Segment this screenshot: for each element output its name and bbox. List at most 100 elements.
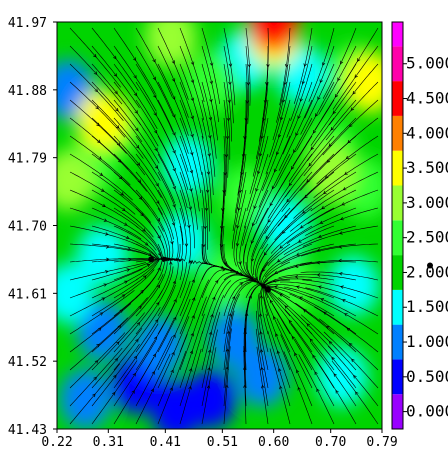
streamline-arrow [238,189,243,194]
streamline-arrow [114,90,118,95]
streamline-arrow [172,167,176,172]
streamline-arrow [239,282,244,286]
streamline-arrow [260,366,264,371]
streamline-arrow [189,188,193,192]
streamline-arrow [96,343,100,348]
streamline-arrow [140,289,144,294]
streamline-arrow [95,105,99,110]
streamline-arrow [340,60,344,65]
streamline-arrow [135,127,139,132]
streamline-arrow [355,391,359,396]
streamline-arrow [106,257,110,262]
streamline-arrow [152,76,156,81]
streamline-arrow [138,196,143,200]
field-patch [57,150,95,211]
streamline-arrow [284,305,289,309]
streamline-arrow [319,79,323,84]
streamline-arrow [250,258,255,263]
field-patch [185,368,237,429]
streamline-arrow [250,240,254,244]
streamline-arrow [321,205,325,210]
field-patch [236,346,288,407]
streamline-arrow [93,54,97,58]
streamline-arrow [171,351,175,356]
streamline-arrow [127,247,132,251]
streamline-arrow [293,149,297,154]
streamline-arrow [350,107,355,111]
streamline-arrow [150,388,154,393]
streamline-arrow [190,79,195,84]
streamline-arrow [299,98,303,102]
streamline-arrow [155,319,159,323]
streamline-arrow [112,391,116,396]
streamline-arrow [306,323,311,327]
streamline-arrow [344,171,348,175]
streamline-arrow [259,294,264,299]
colorbar-band [392,289,403,325]
colorbar-tick-label: 2.500 [406,228,448,247]
streamline-arrow [170,240,174,245]
streamline-arrow [171,222,176,226]
streamline-arrow [172,132,176,136]
streamline-arrow [190,97,195,102]
streamline-arrow [281,99,286,104]
streamline-arrow [299,225,304,229]
streamline-arrow [318,234,322,239]
streamline-arrow [172,150,176,154]
streamline-arrow [188,385,192,390]
streamline-arrow [131,390,135,394]
streamline-arrow [297,239,302,243]
streamline-arrow [294,352,298,357]
streamline-arrow [187,224,191,229]
streamline-arrow [235,242,240,247]
streamline-arrow [302,210,306,214]
colorbar-band [392,185,403,221]
streamline-arrow [330,127,335,131]
streamline-arrow [303,63,307,68]
streamline-arrow [251,222,256,227]
colorbar-tick-label: 1.000 [406,332,448,351]
x-tick-label: 0.51 [207,435,238,450]
streamline-arrow [154,165,159,170]
streamline-arrow [172,280,177,285]
streamline-arrow [299,296,303,300]
field-patch [162,135,214,196]
streamline-arrow [317,96,321,101]
streamline-arrow [296,369,300,374]
streamline-arrow [240,171,244,176]
y-tick-label: 41.88 [8,84,47,99]
streamline-arrow [238,261,242,265]
streamline-arrow [208,331,213,336]
streamline-arrow [93,376,97,381]
streamline-arrow [191,314,195,319]
streamline-arrow [99,172,104,176]
streamline-arrow [291,166,295,170]
colorbar-marker [427,262,433,269]
colorbar-frame [391,21,404,430]
streamline-arrow [338,258,342,263]
x-tick-label: 0.70 [315,435,346,450]
streamline-arrow [333,373,337,377]
streamline-arrow [135,145,140,149]
streamline-arrow [315,113,319,117]
streamline-arrow [209,98,213,103]
streamline-arrow [116,341,120,345]
streamline-arrow [171,78,176,82]
streamline-arrow [209,62,214,67]
streamline-arrow [172,114,176,118]
streamline-arrow [94,360,99,364]
streamline-arrow [153,112,157,116]
streamline-arrow [338,271,343,276]
streamline-arrow [309,338,314,343]
field-patch [305,142,357,203]
streamline-arrow [146,264,151,268]
streamline-arrow [189,368,193,372]
colorbar-ticks: 0.000 0.500 1.000 1.500 2.000 2.500 3.000 3.500… [403,54,448,421]
streamline-arrow [321,62,326,66]
field-patch [259,195,311,256]
streamline-arrow [191,279,195,283]
streamline-arrow [153,94,157,99]
colorbar-tick-label: 2.000 [406,262,448,281]
streamline-arrow [255,188,259,192]
